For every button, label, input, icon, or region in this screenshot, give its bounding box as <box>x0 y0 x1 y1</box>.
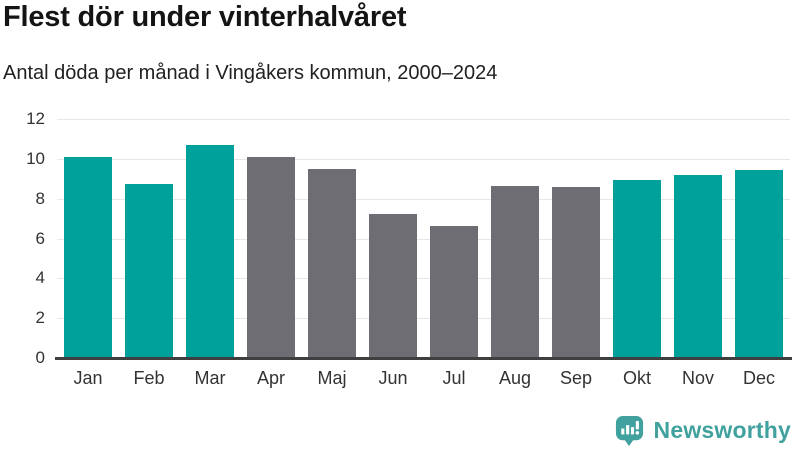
x-tick-label-aug: Aug <box>498 368 532 388</box>
y-tick-label-12: 12 <box>26 109 45 128</box>
y-tick-label-4: 4 <box>35 268 45 288</box>
x-axis-line <box>55 357 792 360</box>
gridline-4 <box>57 278 790 280</box>
x-tick-label-jul: Jul <box>442 368 466 388</box>
y-tick-label-10: 10 <box>26 148 45 168</box>
bar-dec <box>735 169 783 358</box>
plot-area <box>57 119 790 358</box>
bar-aug <box>491 185 539 358</box>
bar-jul <box>430 225 478 358</box>
y-tick-label-2: 2 <box>35 308 45 328</box>
x-tick-label-mar: Mar <box>194 368 226 388</box>
x-axis: Jan Feb Mar Apr Maj Jun Jul Aug Sep Okt Nov Dec <box>57 368 790 389</box>
gridline-6 <box>57 238 790 240</box>
newsworthy-logo: Newsworthy <box>614 414 791 447</box>
bar-jun <box>369 213 417 358</box>
newsworthy-bubble-icon <box>615 415 643 446</box>
x-tick-label-okt: Okt <box>622 368 651 388</box>
bar-jan <box>64 156 112 358</box>
bar-series <box>57 119 790 358</box>
bar-mar <box>186 144 234 358</box>
x-tick-label-sep: Sep <box>559 368 593 388</box>
y-axis: 0 2 4 6 8 10 12 <box>0 109 45 367</box>
gridline-10 <box>57 158 790 160</box>
newsworthy-logo-text: Newsworthy <box>653 417 791 443</box>
bar-feb <box>125 183 173 358</box>
bar-maj <box>308 168 356 358</box>
x-tick-label-dec: Dec <box>742 368 775 388</box>
x-tick-label-maj: Maj <box>317 368 347 388</box>
chart-subtitle: Antal döda per månad i Vingåkers kommun,… <box>3 62 498 84</box>
bar-apr <box>247 156 295 358</box>
y-tick-label-8: 8 <box>35 188 45 208</box>
y-tick-label-6: 6 <box>35 228 45 248</box>
chart-title: Flest dör under vinterhalvåret <box>3 1 407 33</box>
x-tick-label-jun: Jun <box>378 368 408 388</box>
x-tick-label-jan: Jan <box>73 368 103 388</box>
bar-nov <box>674 174 722 358</box>
x-tick-label-feb: Feb <box>133 368 165 388</box>
gridline-8 <box>57 198 790 200</box>
gridline-2 <box>57 318 790 320</box>
x-tick-label-nov: Nov <box>681 368 714 388</box>
y-tick-label-0: 0 <box>35 348 45 367</box>
bar-okt <box>613 179 661 358</box>
gridline-12 <box>57 119 790 120</box>
x-tick-label-apr: Apr <box>256 368 285 388</box>
bar-sep <box>552 186 600 358</box>
